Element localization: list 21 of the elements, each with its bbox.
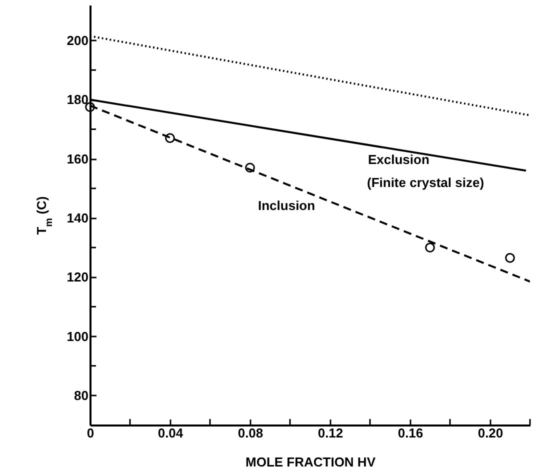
- y-tick-label: 200: [66, 32, 88, 48]
- y-tick-label: 140: [66, 210, 88, 226]
- y-tick-label: 160: [66, 151, 88, 166]
- annotation: Inclusion: [258, 198, 316, 213]
- y-tick-label: 80: [74, 388, 88, 403]
- y-tick-label: 120: [66, 270, 88, 285]
- x-axis-title: MOLE FRACTION HV: [246, 454, 376, 470]
- y-tick-label: 100: [66, 328, 88, 344]
- point: [165, 133, 175, 144]
- annotation: (Finite crystal size): [367, 175, 484, 190]
- x-tick-label: 0.12: [318, 426, 344, 440]
- x-tick-label: 0: [86, 426, 94, 440]
- point: [245, 162, 255, 173]
- x-tick-label: 0.20: [478, 426, 504, 440]
- point: [425, 242, 435, 252]
- y-tick-label: 180: [66, 92, 88, 108]
- annotation: Exclusion: [368, 152, 430, 167]
- x-tick-label: 0.04: [158, 426, 184, 440]
- x-tick-label: 0.16: [398, 426, 424, 440]
- point: [505, 252, 515, 263]
- x-tick-label: 0.08: [238, 426, 264, 440]
